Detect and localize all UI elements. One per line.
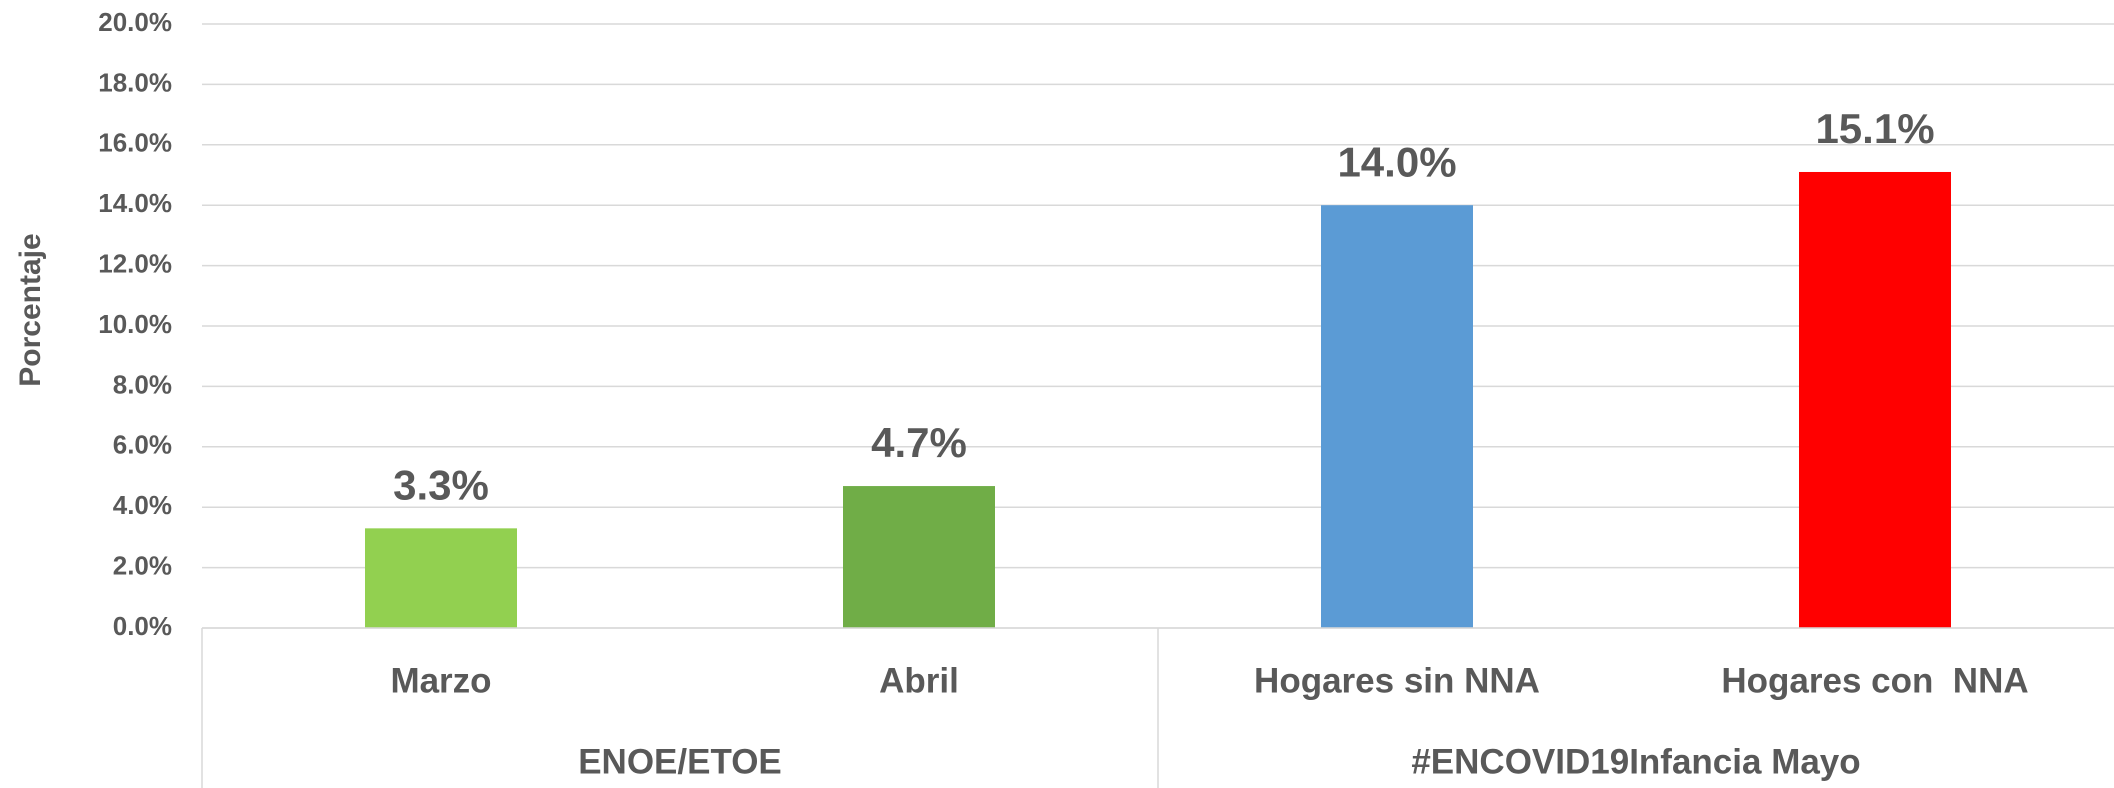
group-label: #ENCOVID19Infancia Mayo [1411, 742, 1860, 781]
x-tick-label: Hogares sin NNA [1254, 661, 1540, 700]
y-tick-label: 12.0% [98, 248, 172, 278]
bar [365, 528, 517, 628]
y-tick-label: 20.0% [98, 7, 172, 37]
group-label: ENOE/ETOE [578, 742, 782, 781]
x-tick-label: Hogares con NNA [1721, 661, 2028, 700]
value-label: 4.7% [871, 419, 967, 466]
y-tick-label: 8.0% [113, 369, 172, 399]
value-label: 14.0% [1337, 138, 1456, 185]
y-tick-label: 10.0% [98, 309, 172, 339]
y-tick-label: 18.0% [98, 67, 172, 97]
y-tick-label: 0.0% [113, 611, 172, 641]
bar [843, 486, 995, 628]
x-tick-label: Abril [879, 661, 959, 700]
y-axis-label: Porcentaje [14, 233, 47, 386]
y-tick-label: 14.0% [98, 188, 172, 218]
y-tick-label: 2.0% [113, 550, 172, 580]
bar [1321, 205, 1473, 628]
y-tick-label: 6.0% [113, 430, 172, 460]
value-label: 3.3% [393, 461, 489, 508]
y-tick-label: 4.0% [113, 490, 172, 520]
y-tick-label: 16.0% [98, 128, 172, 158]
x-tick-label: Marzo [390, 661, 491, 700]
value-label: 15.1% [1815, 105, 1934, 152]
bar [1799, 171, 1951, 629]
